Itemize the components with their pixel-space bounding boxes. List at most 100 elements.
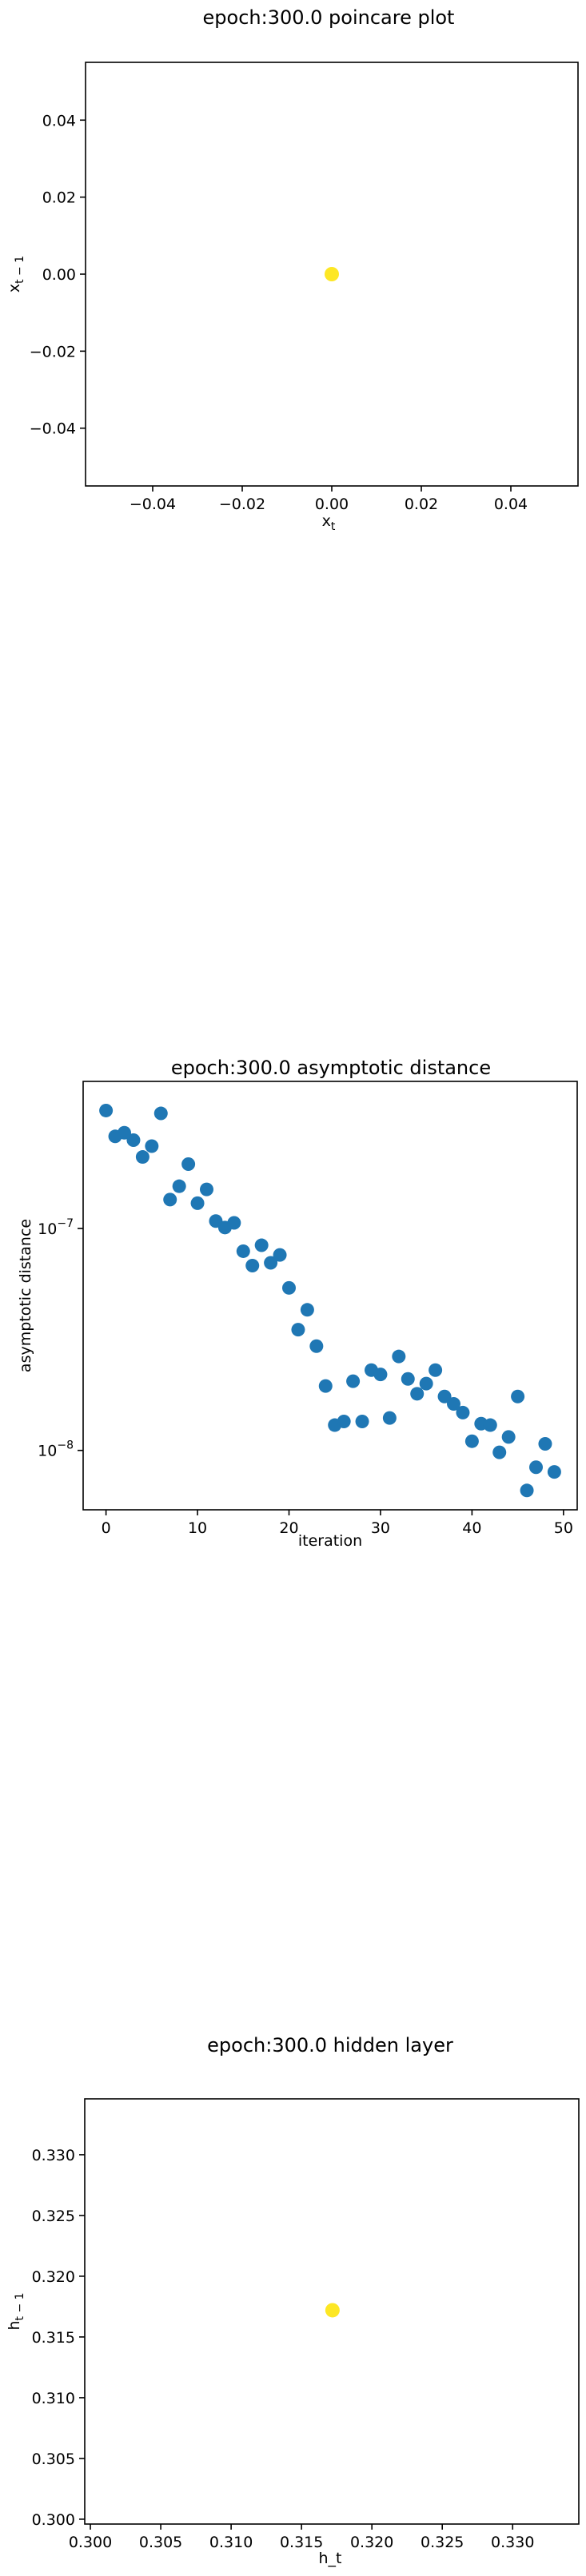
data-point bbox=[401, 1372, 415, 1386]
data-point bbox=[337, 1415, 351, 1429]
y-tick-label: 0.00 bbox=[42, 266, 76, 284]
hidden-layer-chart: epoch:300.0 hidden layer 0.300 0.305 0.310… bbox=[0, 2017, 586, 2576]
data-point bbox=[437, 1389, 452, 1403]
x-tick-label: 20 bbox=[279, 1519, 298, 1537]
data-point bbox=[318, 1379, 333, 1393]
chart-title: epoch:300.0 poincare plot bbox=[203, 6, 455, 29]
data-point bbox=[511, 1389, 525, 1403]
y-tick-label: −0.02 bbox=[30, 343, 76, 360]
x-tick-label: 0.310 bbox=[209, 2534, 253, 2551]
data-point bbox=[392, 1349, 406, 1364]
asymptotic-distance-chart: epoch:300.0 asymptotic distance 0 10 20 30 4… bbox=[0, 1039, 586, 1599]
data-point bbox=[99, 1103, 114, 1117]
y-tick-label: 0.02 bbox=[42, 189, 76, 207]
data-point bbox=[355, 1415, 369, 1429]
data-point bbox=[464, 1434, 479, 1448]
x-tick-label: 40 bbox=[462, 1519, 481, 1537]
x-tick-label: 50 bbox=[554, 1519, 573, 1537]
x-tick-label: 0.305 bbox=[139, 2534, 182, 2551]
x-tick-label: 30 bbox=[371, 1519, 390, 1537]
data-point bbox=[447, 1397, 460, 1411]
x-axis-label: xt bbox=[322, 512, 336, 533]
data-point bbox=[346, 1374, 361, 1388]
poincare-plot-svg: epoch:300.0 poincare plot −0.04 −0.02 0.00… bbox=[6, 6, 579, 533]
y-tick-label: 10−8 bbox=[38, 1439, 74, 1460]
data-point bbox=[419, 1376, 433, 1391]
data-point bbox=[300, 1303, 314, 1317]
data-point bbox=[325, 267, 339, 281]
x-tick-label: 0 bbox=[102, 1519, 111, 1537]
y-tick-label: −0.04 bbox=[30, 420, 76, 438]
y-axis-label: xt − 1 bbox=[6, 256, 26, 293]
data-point bbox=[135, 1150, 149, 1165]
y-tick-label: 0.310 bbox=[32, 2390, 75, 2407]
x-tick-label: 10 bbox=[188, 1519, 207, 1537]
y-tick-label: 0.305 bbox=[32, 2451, 75, 2468]
hidden-layer-svg: epoch:300.0 hidden layer 0.300 0.305 0.310… bbox=[6, 2034, 580, 2567]
data-point bbox=[172, 1179, 186, 1193]
data-point bbox=[181, 1157, 196, 1171]
data-point bbox=[254, 1238, 269, 1252]
data-point bbox=[382, 1411, 397, 1425]
axes-frame bbox=[82, 1081, 578, 1511]
y-tick-label: 0.320 bbox=[32, 2268, 75, 2286]
y-tick-label: 10−7 bbox=[38, 1217, 74, 1238]
x-tick-label: 0.320 bbox=[350, 2534, 393, 2551]
plot-area bbox=[99, 1103, 561, 1498]
data-point bbox=[547, 1465, 561, 1479]
x-axis: −0.04 −0.02 0.00 0.02 0.04 bbox=[130, 486, 528, 513]
plot-area bbox=[325, 2303, 340, 2318]
data-point bbox=[429, 1363, 443, 1377]
x-tick-label: −0.02 bbox=[219, 496, 265, 513]
data-point bbox=[410, 1387, 425, 1401]
x-tick-label: 0.300 bbox=[69, 2534, 112, 2551]
poincare-chart: epoch:300.0 poincare plot −0.04 −0.02 0.00… bbox=[0, 0, 586, 559]
chart-title: epoch:300.0 asymptotic distance bbox=[171, 1057, 491, 1079]
data-point bbox=[291, 1323, 305, 1337]
data-point bbox=[236, 1244, 250, 1258]
y-tick-label: 0.04 bbox=[42, 112, 76, 129]
data-point bbox=[200, 1182, 213, 1196]
chart-title: epoch:300.0 hidden layer bbox=[207, 2034, 453, 2056]
data-point bbox=[227, 1216, 241, 1230]
data-point bbox=[529, 1460, 543, 1475]
data-point bbox=[309, 1339, 324, 1353]
axes-frame bbox=[84, 2098, 580, 2525]
data-point bbox=[118, 1125, 131, 1140]
data-point bbox=[126, 1133, 141, 1148]
y-axis: 0.300 0.305 0.310 0.315 0.320 0.325 0.330 bbox=[32, 2147, 85, 2529]
x-tick-label: 0.330 bbox=[491, 2534, 534, 2551]
x-axis-label: iteration bbox=[298, 1532, 362, 1550]
y-axis-label: ht − 1 bbox=[6, 2292, 26, 2330]
data-point bbox=[373, 1368, 388, 1382]
data-point bbox=[153, 1106, 168, 1121]
data-point bbox=[520, 1483, 534, 1498]
data-point bbox=[282, 1280, 296, 1295]
y-axis: −0.04 −0.02 0.00 0.02 0.04 bbox=[30, 112, 86, 438]
x-tick-label: 0.04 bbox=[494, 496, 528, 513]
x-tick-label: 0.325 bbox=[421, 2534, 464, 2551]
plot-area bbox=[325, 267, 339, 281]
x-axis-label: h_t bbox=[319, 2550, 342, 2567]
data-point bbox=[325, 2303, 340, 2318]
data-point bbox=[483, 1418, 497, 1432]
data-point bbox=[145, 1139, 159, 1153]
data-point bbox=[501, 1430, 516, 1444]
x-axis: 0 10 20 30 40 50 bbox=[102, 1510, 573, 1537]
x-tick-label: 0.00 bbox=[315, 496, 349, 513]
y-axis-label: asymptotic distance bbox=[17, 1219, 34, 1372]
data-point bbox=[492, 1445, 507, 1459]
data-point bbox=[190, 1196, 205, 1210]
x-axis: 0.300 0.305 0.310 0.315 0.320 0.325 0.330 bbox=[69, 2524, 534, 2551]
y-tick-label: 0.325 bbox=[32, 2208, 75, 2225]
data-point bbox=[163, 1192, 177, 1207]
data-point bbox=[264, 1256, 278, 1270]
data-point bbox=[245, 1259, 260, 1273]
y-axis: 10−8 10−7 bbox=[38, 1217, 83, 1460]
data-point bbox=[538, 1437, 552, 1451]
y-tick-label: 0.330 bbox=[32, 2147, 75, 2164]
data-point bbox=[273, 1248, 287, 1262]
x-tick-label: −0.04 bbox=[130, 496, 176, 513]
y-tick-label: 0.315 bbox=[32, 2329, 75, 2347]
asymptotic-distance-svg: epoch:300.0 asymptotic distance 0 10 20 30 4… bbox=[17, 1057, 578, 1550]
